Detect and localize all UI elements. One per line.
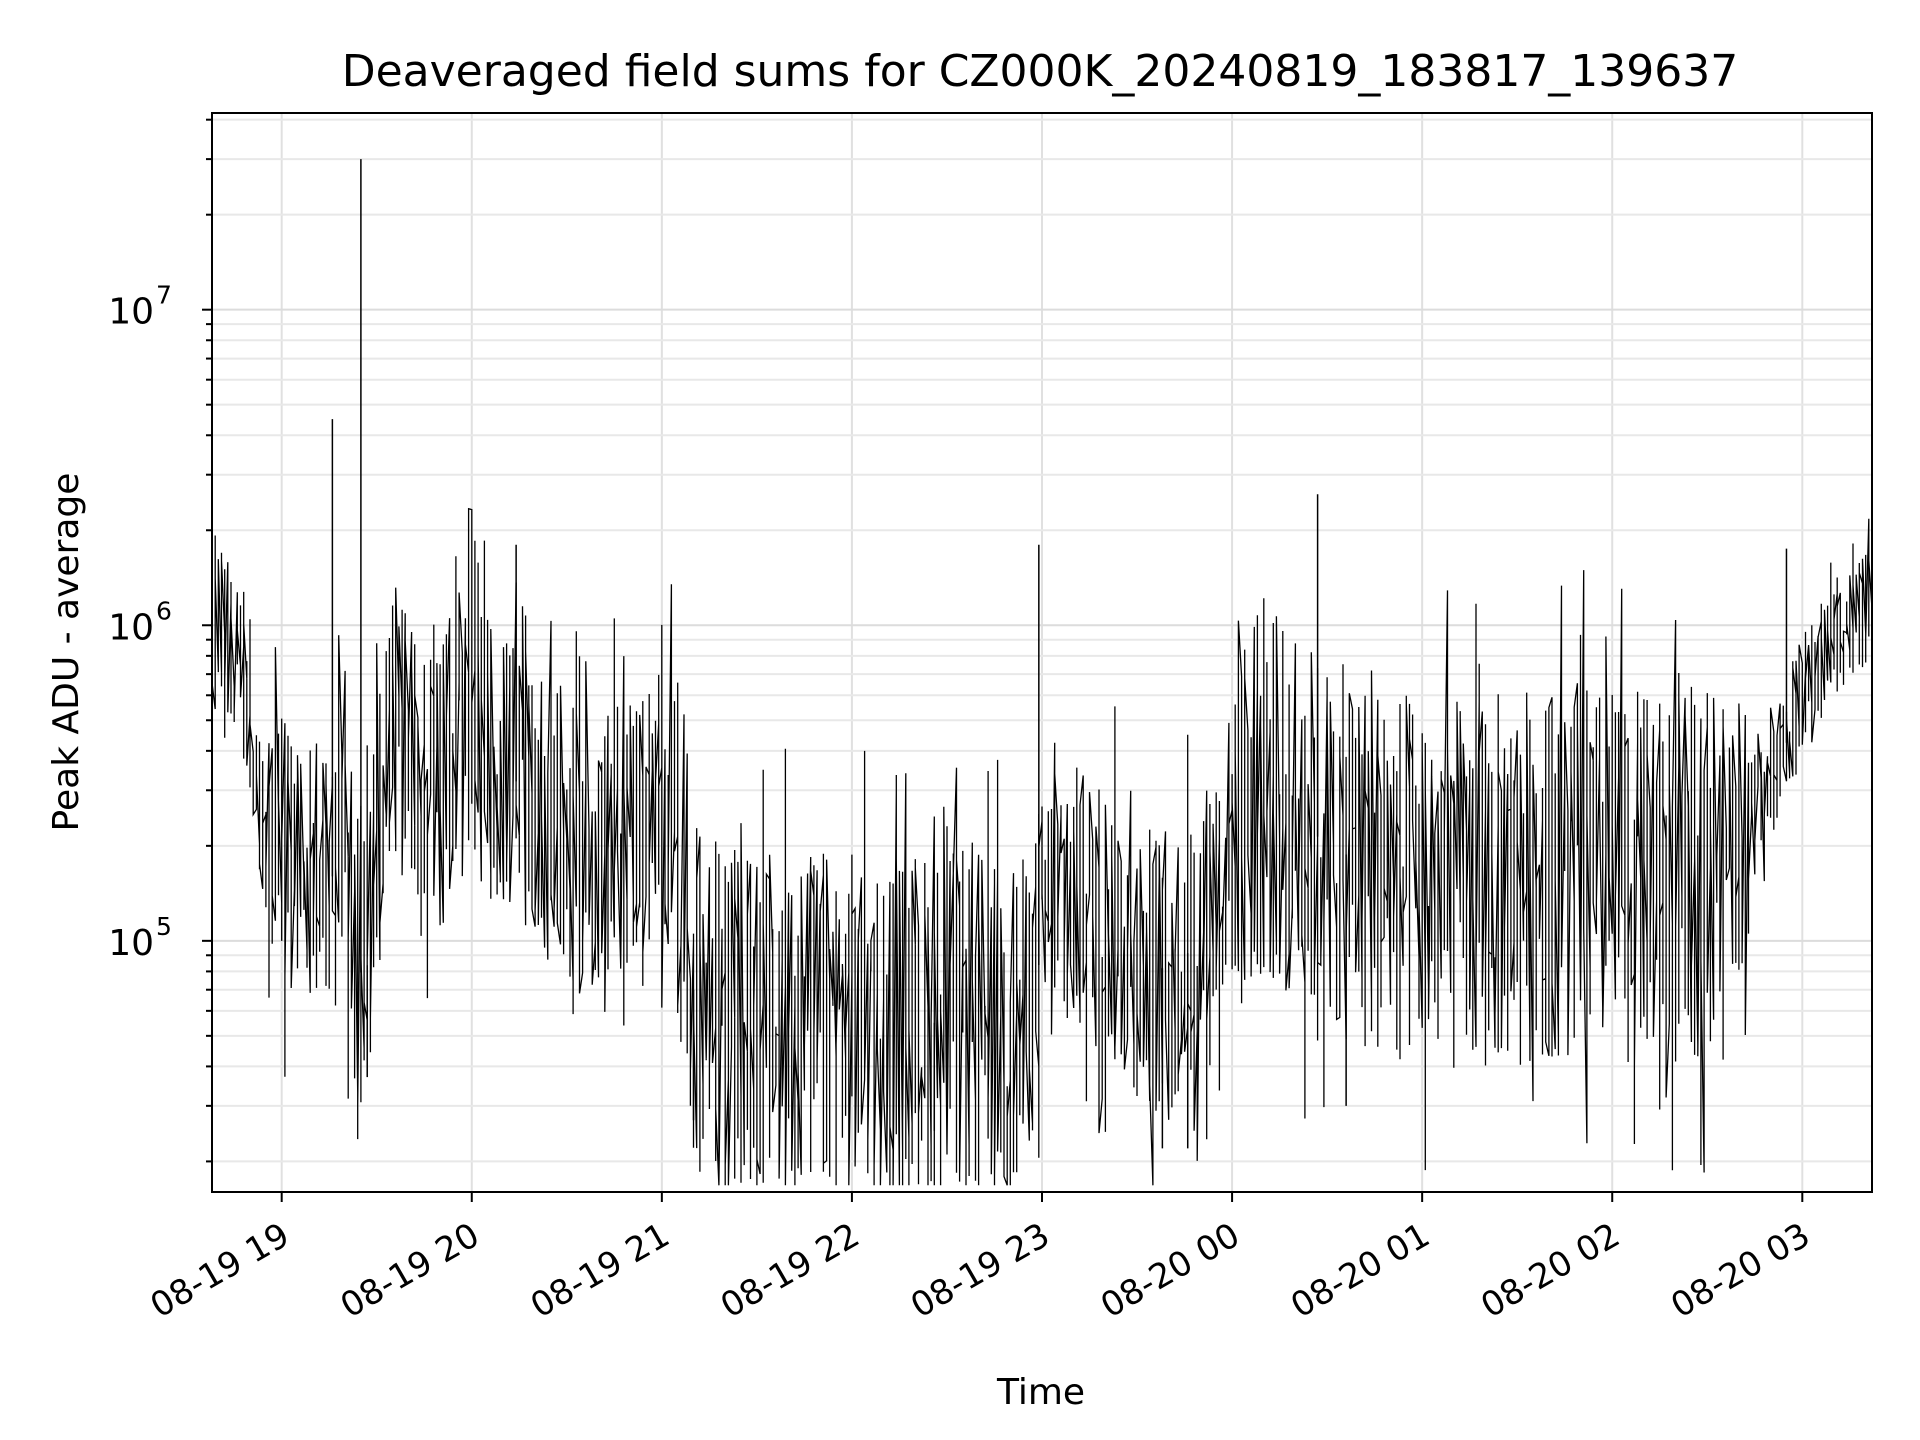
y-tick-exponent: 5 [156, 912, 172, 941]
grid [212, 113, 1872, 1192]
series-line [211, 499, 1873, 1186]
y-tick-exponent: 6 [156, 596, 172, 625]
y-axis-label: Peak ADU - average [46, 473, 87, 832]
series-layer [211, 159, 1873, 1186]
y-tick-label: 10 [108, 607, 154, 648]
y-tick-label: 10 [108, 923, 154, 964]
chart-title: Deaveraged field sums for CZ000K_2024081… [342, 46, 1739, 97]
y-tick-label: 10 [108, 292, 154, 333]
y-tick-exponent: 7 [156, 281, 172, 310]
x-axis-label: Time [996, 1372, 1085, 1413]
